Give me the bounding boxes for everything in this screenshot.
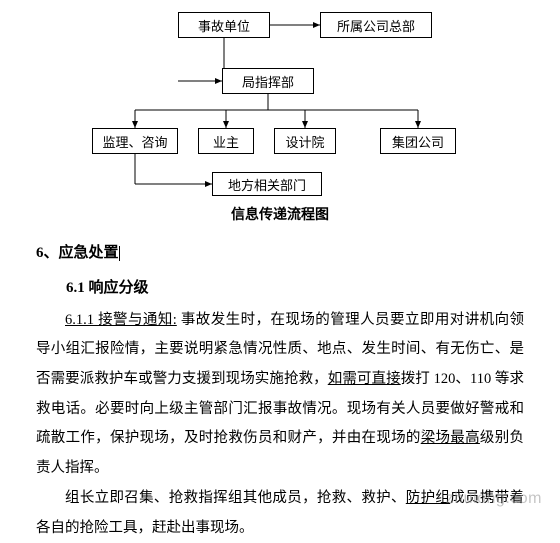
paragraph-1: 6.1.1 接警与通知: 事故发生时，在现场的管理人员要立即用对讲机向领导小组汇… [36, 306, 524, 484]
node-n6: 设计院 [274, 128, 336, 154]
node-n5: 业主 [198, 128, 254, 154]
node-n3: 局指挥部 [222, 68, 314, 94]
node-n1: 事故单位 [178, 12, 270, 38]
subsection-heading: 6.1 响应分级 [36, 273, 524, 304]
section-number-text: 6、应急处置 [36, 245, 119, 261]
p2-underline: 防护组 [406, 490, 450, 506]
p1-underline: 如需可直接 [328, 371, 401, 387]
p1-underline2: 梁场最高 [421, 430, 480, 446]
node-n8: 地方相关部门 [212, 172, 322, 196]
node-n7: 集团公司 [380, 128, 456, 154]
flowchart: 事故单位 所属公司总部局指挥部监理、咨询业主设计院 集团公司地方相关部门 [0, 0, 560, 200]
node-n2: 所属公司总部 [320, 12, 432, 38]
section-heading: 6、应急处置 [36, 238, 524, 269]
p2-a: 组长立即召集、抢救指挥组其他成员，抢救、救护、 [65, 490, 406, 506]
diagram-caption: 信息传递流程图 [0, 204, 560, 224]
flowchart-edges [0, 0, 560, 200]
text-cursor [119, 246, 120, 261]
p1-lead: 6.1.1 接警与通知: [65, 312, 177, 328]
watermark: zhulong.com [446, 490, 542, 508]
node-n4: 监理、咨询 [92, 128, 178, 154]
